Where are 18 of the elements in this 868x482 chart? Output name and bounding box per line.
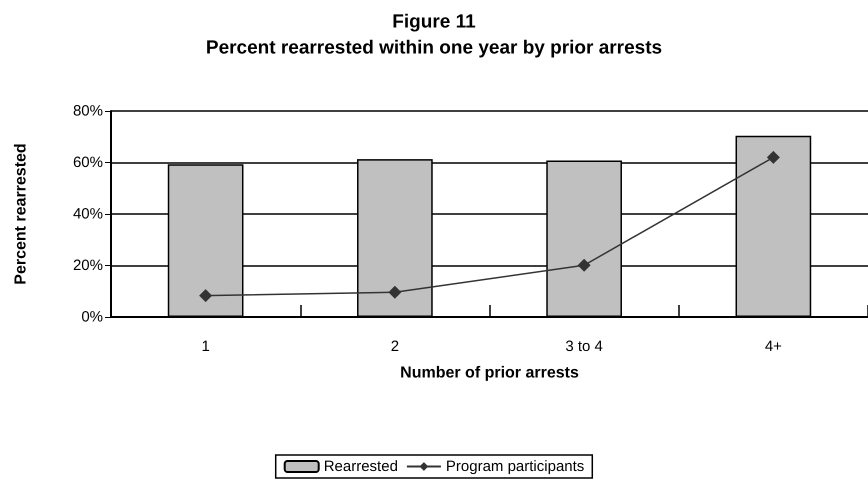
- x-tick-label: 4+: [764, 338, 782, 355]
- y-tick-label: 80%: [72, 102, 103, 120]
- y-tick-label: 0%: [81, 308, 103, 326]
- legend-label: Program participants: [446, 458, 584, 475]
- y-tick-label: 60%: [72, 154, 103, 171]
- point: [199, 289, 212, 302]
- x-axis-title: Number of prior arrests: [400, 364, 579, 382]
- point: [388, 286, 402, 299]
- x-tick-label: 3 to 4: [565, 338, 603, 355]
- chart-title: Figure 11 Percent rearrested within one year by prior arrests: [206, 12, 662, 58]
- point: [578, 258, 591, 272]
- x-tick-label: 1: [201, 338, 210, 355]
- y-axis-title: Percent rearrested: [12, 143, 30, 285]
- y-tick-label: 40%: [72, 206, 103, 222]
- y-tick-label: 20%: [72, 257, 103, 274]
- x-tick-label: 2: [390, 338, 400, 355]
- point: [766, 150, 780, 164]
- legend-label: Rearrested: [324, 458, 398, 475]
